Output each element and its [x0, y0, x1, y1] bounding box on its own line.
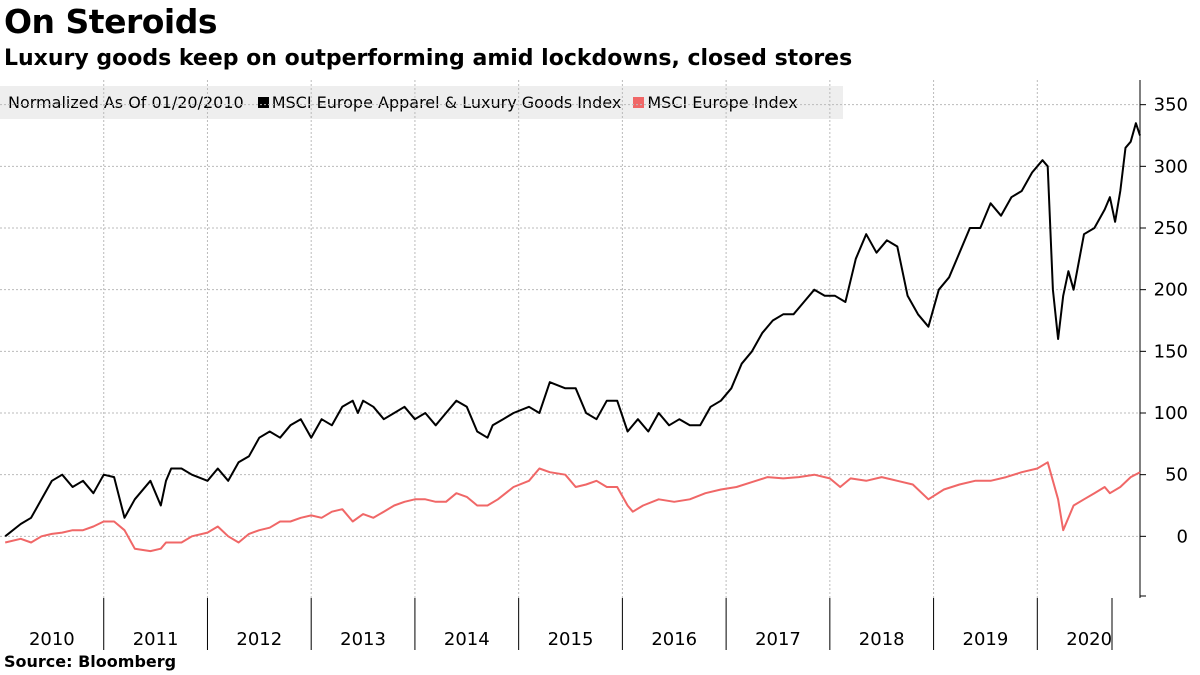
chart-title: On Steroids — [4, 2, 217, 41]
legend: Normalized As Of 01/20/2010 MSCI Europe … — [0, 86, 843, 119]
x-tick-label: 2012 — [236, 629, 282, 650]
x-tick-label: 2017 — [755, 629, 801, 650]
x-tick-label: 2018 — [859, 629, 905, 650]
chart-subtitle: Luxury goods keep on outperforming amid … — [4, 46, 853, 71]
legend-item-europe: MSCI Europe Index — [633, 93, 798, 112]
y-tick-label: 100 — [1154, 403, 1188, 424]
y-tick-label: 350 — [1154, 95, 1188, 116]
tick-labels: 350 300 250 200 150 100 50 0 2010 2011 2012 2013 201… — [29, 95, 1188, 650]
x-tick-label: 2015 — [548, 629, 594, 650]
legend-swatch-europe — [633, 97, 645, 108]
legend-item-luxury: MSCI Europe Apparel & Luxury Goods Index — [257, 93, 622, 112]
x-tick-label: 2010 — [29, 629, 75, 650]
legend-label-luxury: MSCI Europe Apparel & Luxury Goods Index — [271, 93, 622, 112]
y-tick-label: 300 — [1154, 156, 1188, 177]
y-tick-label: 200 — [1154, 280, 1188, 301]
series-group — [4, 122, 1141, 553]
legend-swatch-luxury — [257, 97, 269, 108]
series-line-europe — [4, 461, 1141, 553]
axes — [103, 80, 1146, 650]
y-tick-label: 50 — [1165, 465, 1188, 486]
series-line-luxury — [4, 122, 1141, 538]
x-tick-label: 2016 — [651, 629, 697, 650]
y-tick-label: 250 — [1154, 218, 1188, 239]
x-tick-label: 2013 — [340, 629, 386, 650]
gridlines — [0, 80, 1140, 598]
source-note: Source: Bloomberg — [4, 652, 177, 671]
legend-label-europe: MSCI Europe Index — [647, 93, 798, 112]
y-tick-label: 0 — [1177, 526, 1188, 547]
y-tick-label: 150 — [1154, 341, 1188, 362]
x-tick-label: 2019 — [963, 629, 1009, 650]
x-tick-label: 2014 — [444, 629, 490, 650]
legend-normalization-note: Normalized As Of 01/20/2010 — [8, 93, 244, 112]
x-tick-label: 2011 — [133, 629, 179, 650]
x-tick-label: 2020 — [1066, 629, 1112, 650]
